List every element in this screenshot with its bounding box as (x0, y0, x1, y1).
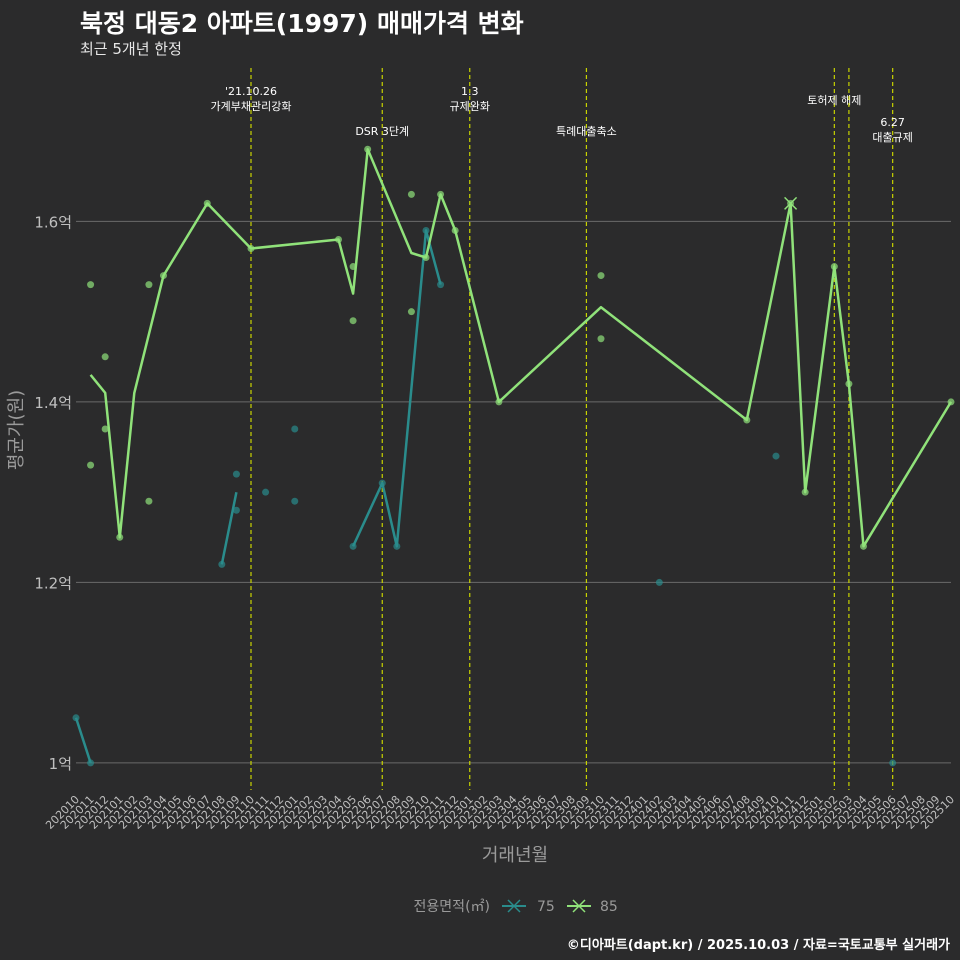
series-line-75 (351, 229, 442, 548)
data-point-75 (291, 497, 299, 505)
x-marker-85 (784, 196, 798, 210)
event-label: 대출규제 (872, 131, 912, 144)
data-point-75 (262, 488, 270, 496)
y-axis-title: 평균가(원) (6, 390, 27, 470)
y-tick-label: 1억 (49, 755, 72, 773)
event-label: 토허제 해제 (807, 93, 861, 107)
legend: 전용면적(㎡) 75 85 (414, 899, 618, 915)
event-label: DSR 3단계 (355, 125, 409, 138)
data-point-85 (407, 308, 415, 316)
data-point-85 (101, 425, 109, 433)
event-label: 1.3 (461, 85, 479, 98)
event-label: '21.10.26 (225, 85, 277, 98)
chart-title: 북정 대동2 아파트(1997) 매매가격 변화 (80, 9, 524, 38)
data-point-85 (145, 281, 153, 289)
legend-label-75: 75 (537, 899, 555, 915)
y-tick-label: 1.4억 (34, 394, 72, 412)
data-point-85 (407, 190, 415, 198)
data-point-85 (101, 353, 109, 361)
grid-layer (76, 220, 951, 764)
data-point-85 (597, 335, 605, 343)
data-point-75 (232, 470, 240, 478)
data-point-85 (349, 317, 357, 325)
event-label: 규제완화 (450, 100, 490, 113)
data-point-75 (889, 759, 897, 767)
data-point-85 (87, 281, 95, 289)
data-point-75 (291, 425, 299, 433)
data-point-75 (655, 578, 663, 586)
legend-title: 전용면적(㎡) (414, 899, 490, 915)
y-tick-label: 1.6억 (34, 213, 72, 231)
legend-x-marker-icon (507, 899, 521, 913)
legend-x-marker-icon (572, 899, 586, 913)
source-caption: ©디아파트(dapt.kr) / 2025.10.03 / 자료=국토교통부 실… (566, 938, 950, 953)
series-line-75 (74, 717, 92, 764)
legend-item-85: 85 (567, 899, 618, 915)
data-point-75 (232, 506, 240, 514)
x-axis-title: 거래년월 (482, 845, 548, 866)
data-point-85 (145, 497, 153, 505)
series-line-75 (220, 491, 238, 565)
data-point-85 (87, 461, 95, 469)
chart-subtitle: 최근 5개년 한정 (80, 40, 182, 58)
axis-layer: 1억1.2억1.4억1.6억20201020201120201220210120… (34, 213, 957, 831)
data-point-85 (597, 272, 605, 280)
series-layer (72, 145, 955, 767)
series-line-85 (89, 147, 953, 548)
event-label: 가계부채관리강화 (211, 100, 292, 113)
legend-label-85: 85 (600, 899, 618, 915)
event-label: 특례대출축소 (556, 125, 617, 138)
y-tick-label: 1.2억 (34, 574, 72, 592)
data-point-75 (772, 452, 780, 460)
legend-item-75: 75 (502, 899, 555, 915)
event-label: 6.27 (880, 116, 905, 129)
